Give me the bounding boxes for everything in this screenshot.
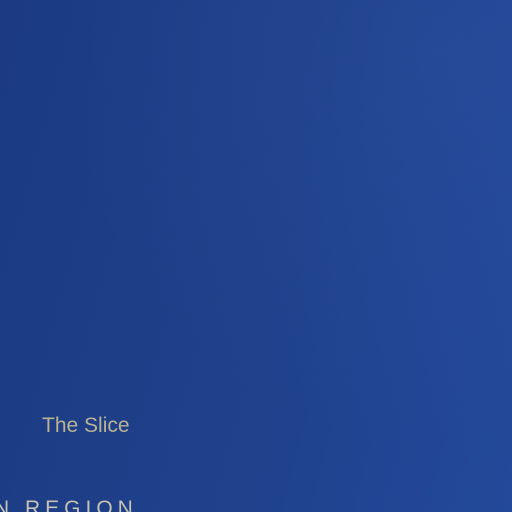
region-label: N REGION — [0, 497, 138, 512]
hero-subtitle: The Slice — [42, 414, 130, 437]
